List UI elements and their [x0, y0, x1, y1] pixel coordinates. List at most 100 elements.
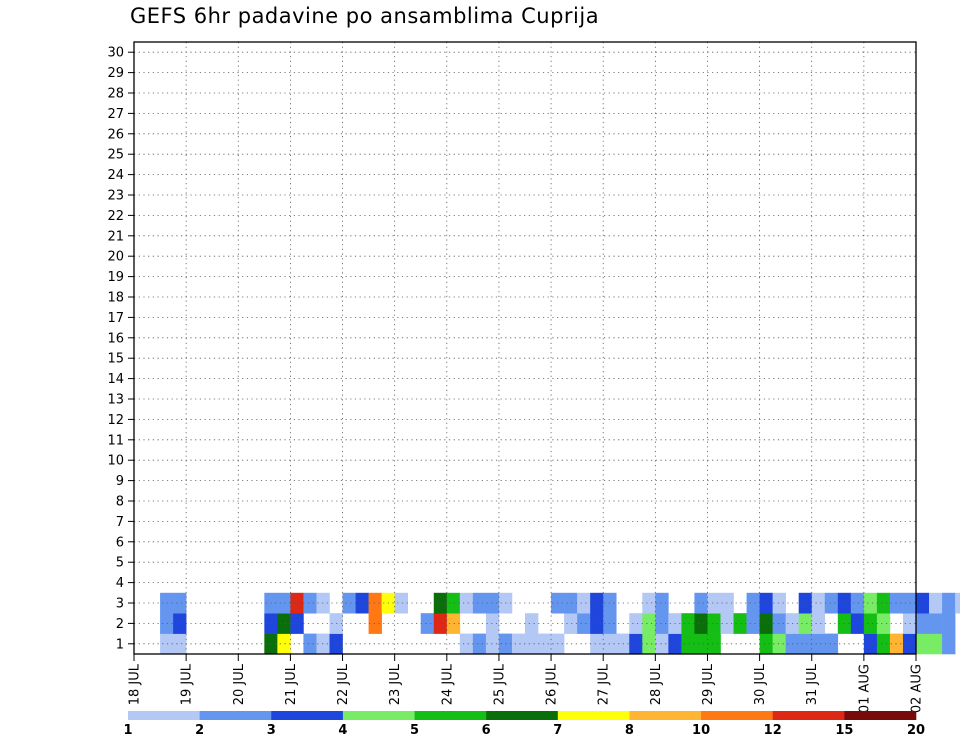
- x-tick-label: 22 JUL: [336, 663, 351, 705]
- colorbar-swatch: [844, 711, 917, 720]
- x-tick-label: 18 JUL: [128, 663, 143, 705]
- colorbar: 1 2 3 4 5 6 7 8 10 12 15 20: [123, 711, 925, 738]
- heatmap-cell: [811, 613, 826, 634]
- heatmap-cell: [642, 592, 656, 614]
- y-tick-label: 3: [116, 597, 124, 612]
- y-tick-label: 27: [107, 107, 124, 122]
- y-tick-label: 21: [107, 229, 124, 244]
- colorbar-label: 5: [410, 723, 419, 738]
- heatmap-cell: [955, 592, 960, 614]
- x-tick-label: 02 AUG: [910, 664, 925, 713]
- chart-title: GEFS 6hr padavine po ansamblima Cuprija: [130, 4, 600, 28]
- heatmap-cell: [772, 633, 786, 655]
- heatmap-cell: [772, 613, 786, 634]
- heatmap-cell: [394, 592, 408, 614]
- x-tick-label: 19 JUL: [180, 663, 195, 705]
- y-tick-label: 26: [107, 127, 124, 142]
- y-tick-label: 8: [116, 495, 124, 510]
- heatmap-cell: [303, 592, 317, 614]
- heatmap-cell: [173, 592, 187, 614]
- colorbar-label: 2: [195, 723, 204, 738]
- heatmap-cell: [707, 633, 721, 655]
- heatmap-cell: [160, 592, 174, 614]
- heatmap-cell: [746, 613, 760, 634]
- x-tick-label: 20 JUL: [232, 663, 247, 705]
- heatmap-cell: [733, 613, 747, 634]
- heatmap-cell: [277, 613, 291, 634]
- colorbar-swatch: [199, 711, 272, 720]
- heatmap-cell: [876, 613, 891, 634]
- heatmap-cell: [876, 633, 891, 655]
- y-tick-label: 28: [107, 87, 124, 102]
- y-tick-label: 25: [107, 148, 124, 163]
- heatmap-cell: [173, 633, 187, 655]
- heatmap-cell: [511, 633, 526, 655]
- heatmap-cell: [681, 633, 695, 655]
- heatmap-cell: [420, 613, 435, 634]
- heatmap-cell: [525, 633, 539, 655]
- x-tick-label: 01 AUG: [857, 664, 872, 713]
- heatmap-cell: [590, 613, 604, 634]
- x-tick-label: 29 JUL: [701, 663, 716, 705]
- y-tick-label: 10: [107, 454, 124, 469]
- heatmap-cell: [303, 633, 317, 655]
- heatmap-cell: [811, 592, 826, 614]
- y-tick-label: 6: [116, 535, 124, 550]
- heatmap-cell: [277, 633, 291, 655]
- y-tick-label: 12: [107, 413, 124, 428]
- y-tick-label: 29: [107, 66, 124, 81]
- colorbar-label: 4: [338, 723, 347, 738]
- heatmap-cell: [472, 633, 487, 655]
- heatmap-cell: [916, 592, 930, 614]
- heatmap-cell: [759, 592, 773, 614]
- heatmap-cell: [355, 592, 369, 614]
- heatmap-cell: [446, 613, 461, 634]
- heatmap-cell: [876, 592, 891, 614]
- colorbar-label: 20: [907, 723, 925, 738]
- heatmap-cell: [694, 613, 708, 634]
- x-tick-label: 23 JUL: [388, 663, 403, 705]
- heatmap-cell: [929, 592, 943, 614]
- heatmap-cell: [368, 592, 382, 614]
- heatmap-cell: [694, 633, 708, 655]
- y-tick-label: 5: [116, 556, 124, 571]
- y-tick-label: 7: [116, 515, 124, 530]
- heatmap-cell: [485, 633, 500, 655]
- heatmap-cell: [798, 633, 813, 655]
- x-tick-label: 31 JUL: [805, 663, 820, 705]
- heatmap-cell: [850, 592, 865, 614]
- grid-layer: [134, 42, 916, 654]
- heatmap-cell: [655, 592, 669, 614]
- heatmap-cell: [290, 592, 304, 614]
- colorbar-swatch: [772, 711, 845, 720]
- heatmap-cell: [160, 633, 174, 655]
- heatmap-cell: [942, 613, 956, 634]
- heatmap-cell: [759, 633, 773, 655]
- heatmap-cell: [824, 592, 839, 614]
- heatmap-cell: [863, 592, 878, 614]
- colorbar-swatch: [629, 711, 702, 720]
- y-tick-label: 30: [107, 46, 124, 61]
- y-tick-label: 9: [116, 474, 124, 489]
- heatmap-cell: [772, 592, 786, 614]
- heatmap-cell: [642, 613, 656, 634]
- x-tick-label: 24 JUL: [440, 663, 455, 705]
- colorbar-swatch: [271, 711, 344, 720]
- y-tick-label: 17: [107, 311, 124, 326]
- heatmap-cell: [485, 592, 500, 614]
- heatmap-cell: [472, 592, 487, 614]
- axes-layer: 1234567891011121314151617181920212223242…: [107, 41, 925, 713]
- colorbar-swatch: [342, 711, 415, 720]
- heatmap-cell: [681, 613, 695, 634]
- heatmap-cell: [342, 592, 356, 614]
- x-tick-label: 30 JUL: [753, 663, 768, 705]
- colorbar-swatch: [414, 711, 487, 720]
- heatmap-cell: [942, 592, 956, 614]
- y-tick-label: 15: [107, 352, 124, 367]
- y-tick-label: 16: [107, 331, 124, 346]
- y-tick-label: 4: [116, 576, 124, 591]
- x-tick-label: 25 JUL: [492, 663, 507, 705]
- heatmap-cell: [590, 592, 604, 614]
- heatmap-cell: [277, 592, 291, 614]
